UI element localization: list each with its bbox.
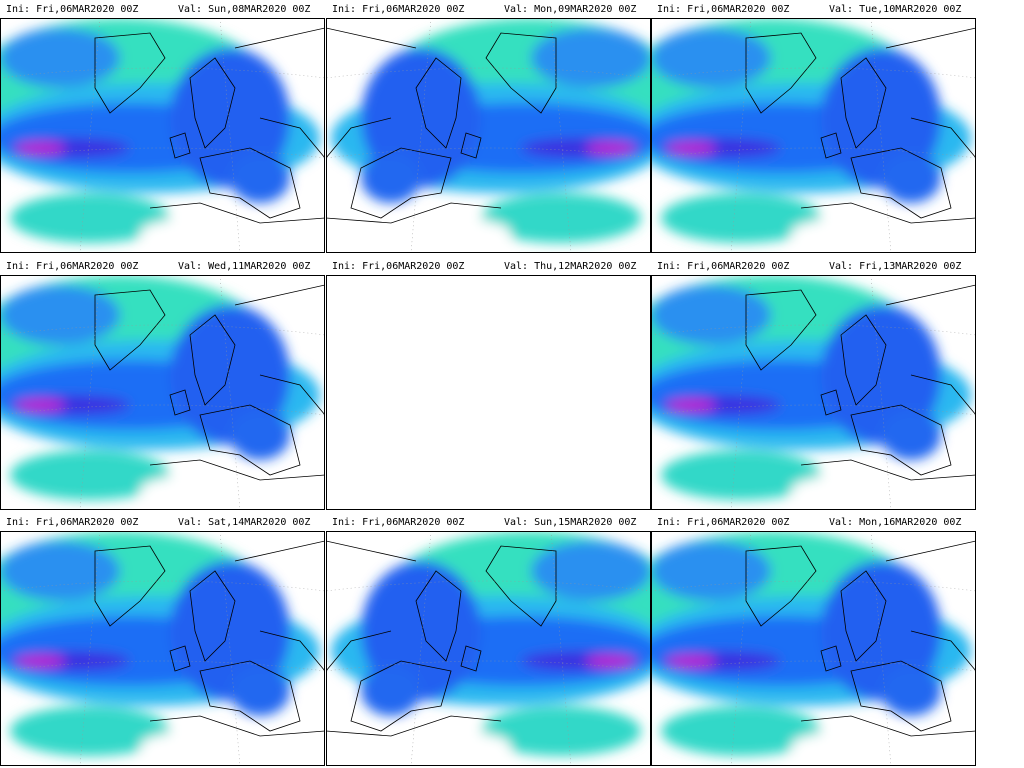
- map-panel: Ini: Fri,06MAR2020 00Z Val: Sun,08MAR2020…: [0, 4, 325, 253]
- map-image: [0, 531, 325, 766]
- panel-frame: [0, 18, 325, 253]
- map-image: [326, 18, 681, 253]
- map-panel: Ini: Fri,06MAR2020 00Z Val: Sun,15MAR2020…: [326, 517, 681, 766]
- panel-frame: [651, 18, 976, 253]
- valid-time: Val: Sun,15MAR2020 00Z: [504, 517, 636, 528]
- init-time: Ini: Fri,06MAR2020 00Z: [6, 4, 138, 15]
- map-image: [621, 275, 976, 510]
- map-panel: Ini: Fri,06MAR2020 00Z Val: Mon,09MAR2020…: [326, 4, 681, 253]
- map-image: [621, 18, 976, 253]
- map-panel: Ini: Fri,06MAR2020 00Z Val: Wed,11MAR2020…: [0, 261, 325, 510]
- map-panel: Ini: Fri,06MAR2020 00Z Val: Fri,13MAR2020…: [621, 261, 976, 510]
- map-panel: Ini: Fri,06MAR2020 00Z Val: Thu,12MAR2020…: [326, 261, 651, 510]
- init-time: Ini: Fri,06MAR2020 00Z: [332, 4, 464, 15]
- valid-time: Val: Sun,08MAR2020 00Z: [178, 4, 310, 15]
- panel-frame: [651, 531, 976, 766]
- panel-frame: [326, 531, 651, 766]
- panel-frame: [326, 275, 651, 510]
- init-time: Ini: Fri,06MAR2020 00Z: [6, 517, 138, 528]
- map-panel: Ini: Fri,06MAR2020 00Z Val: Sat,14MAR2020…: [0, 517, 325, 766]
- panel-frame: [651, 275, 976, 510]
- map-image: [0, 18, 325, 253]
- map-panel: Ini: Fri,06MAR2020 00Z Val: Tue,10MAR2020…: [621, 4, 976, 253]
- valid-time: Val: Thu,12MAR2020 00Z: [504, 261, 636, 272]
- init-time: Ini: Fri,06MAR2020 00Z: [657, 517, 789, 528]
- map-panel: Ini: Fri,06MAR2020 00Z Val: Mon,16MAR2020…: [621, 517, 976, 766]
- valid-time: Val: Mon,16MAR2020 00Z: [829, 517, 961, 528]
- valid-time: Val: Wed,11MAR2020 00Z: [178, 261, 310, 272]
- map-image: [0, 275, 325, 510]
- init-time: Ini: Fri,06MAR2020 00Z: [657, 4, 789, 15]
- panel-frame: [326, 18, 651, 253]
- valid-time: Val: Mon,09MAR2020 00Z: [504, 4, 636, 15]
- map-image: [621, 531, 976, 766]
- valid-time: Val: Fri,13MAR2020 00Z: [829, 261, 961, 272]
- init-time: Ini: Fri,06MAR2020 00Z: [657, 261, 789, 272]
- valid-time: Val: Tue,10MAR2020 00Z: [829, 4, 961, 15]
- panel-frame: [0, 275, 325, 510]
- init-time: Ini: Fri,06MAR2020 00Z: [332, 517, 464, 528]
- init-time: Ini: Fri,06MAR2020 00Z: [6, 261, 138, 272]
- map-image: [326, 531, 681, 766]
- panel-frame: [0, 531, 325, 766]
- init-time: Ini: Fri,06MAR2020 00Z: [332, 261, 464, 272]
- valid-time: Val: Sat,14MAR2020 00Z: [178, 517, 310, 528]
